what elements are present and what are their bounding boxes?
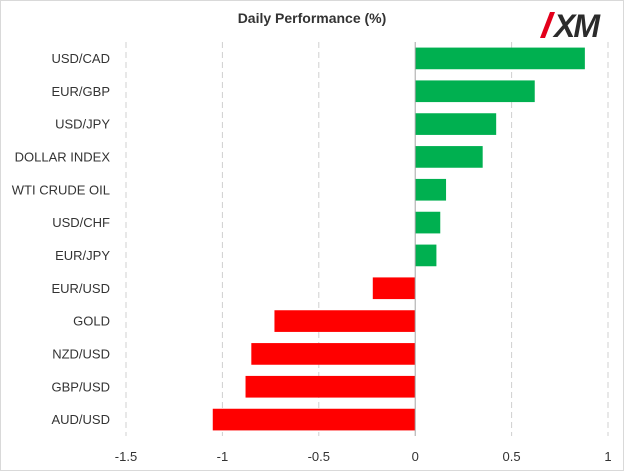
xm-logo: XM [540, 8, 603, 44]
category-label: EUR/USD [51, 281, 110, 296]
x-tick-label: -1.5 [115, 449, 137, 464]
x-tick-label: 0.5 [503, 449, 521, 464]
category-label: USD/JPY [55, 117, 110, 132]
category-label: GOLD [73, 314, 110, 329]
chart-title: Daily Performance (%) [237, 10, 387, 26]
logo-accent-mark [540, 12, 555, 38]
bar-usd-jpy [415, 113, 497, 135]
category-label: AUD/USD [51, 412, 110, 427]
category-label: USD/CHF [52, 215, 110, 230]
category-label: USD/CAD [51, 51, 110, 66]
x-tick-label: 1 [604, 449, 611, 464]
bar-gbp-usd [245, 375, 416, 398]
x-tick-labels: -1.5 -1 -0.5 0 0.5 1 [115, 449, 612, 464]
gridlines [125, 42, 609, 436]
category-label: EUR/JPY [55, 248, 110, 263]
bar-dollar-index [415, 146, 483, 168]
category-label: DOLLAR INDEX [15, 149, 111, 164]
bars [212, 47, 585, 431]
bar-aud-usd [212, 408, 416, 431]
bar-wti-crude-oil [415, 178, 447, 201]
category-label: WTI CRUDE OIL [12, 182, 110, 197]
x-tick-label: -0.5 [308, 449, 330, 464]
bar-eur-usd [372, 277, 416, 300]
x-tick-label: -1 [217, 449, 229, 464]
bar-usd-cad [415, 47, 585, 70]
x-tick-label: 0 [412, 449, 419, 464]
category-labels: USD/CAD EUR/GBP USD/JPY DOLLAR INDEX WTI CRU… [12, 51, 111, 427]
bar-gold [274, 310, 416, 332]
bar-eur-gbp [415, 80, 535, 103]
bar-usd-chf [415, 211, 441, 234]
logo-text: XM [552, 8, 601, 44]
bar-eur-jpy [415, 244, 437, 267]
category-label: NZD/USD [52, 346, 110, 361]
category-label: GBP/USD [51, 379, 110, 394]
category-label: EUR/GBP [51, 84, 110, 99]
bar-nzd-usd [251, 343, 416, 365]
